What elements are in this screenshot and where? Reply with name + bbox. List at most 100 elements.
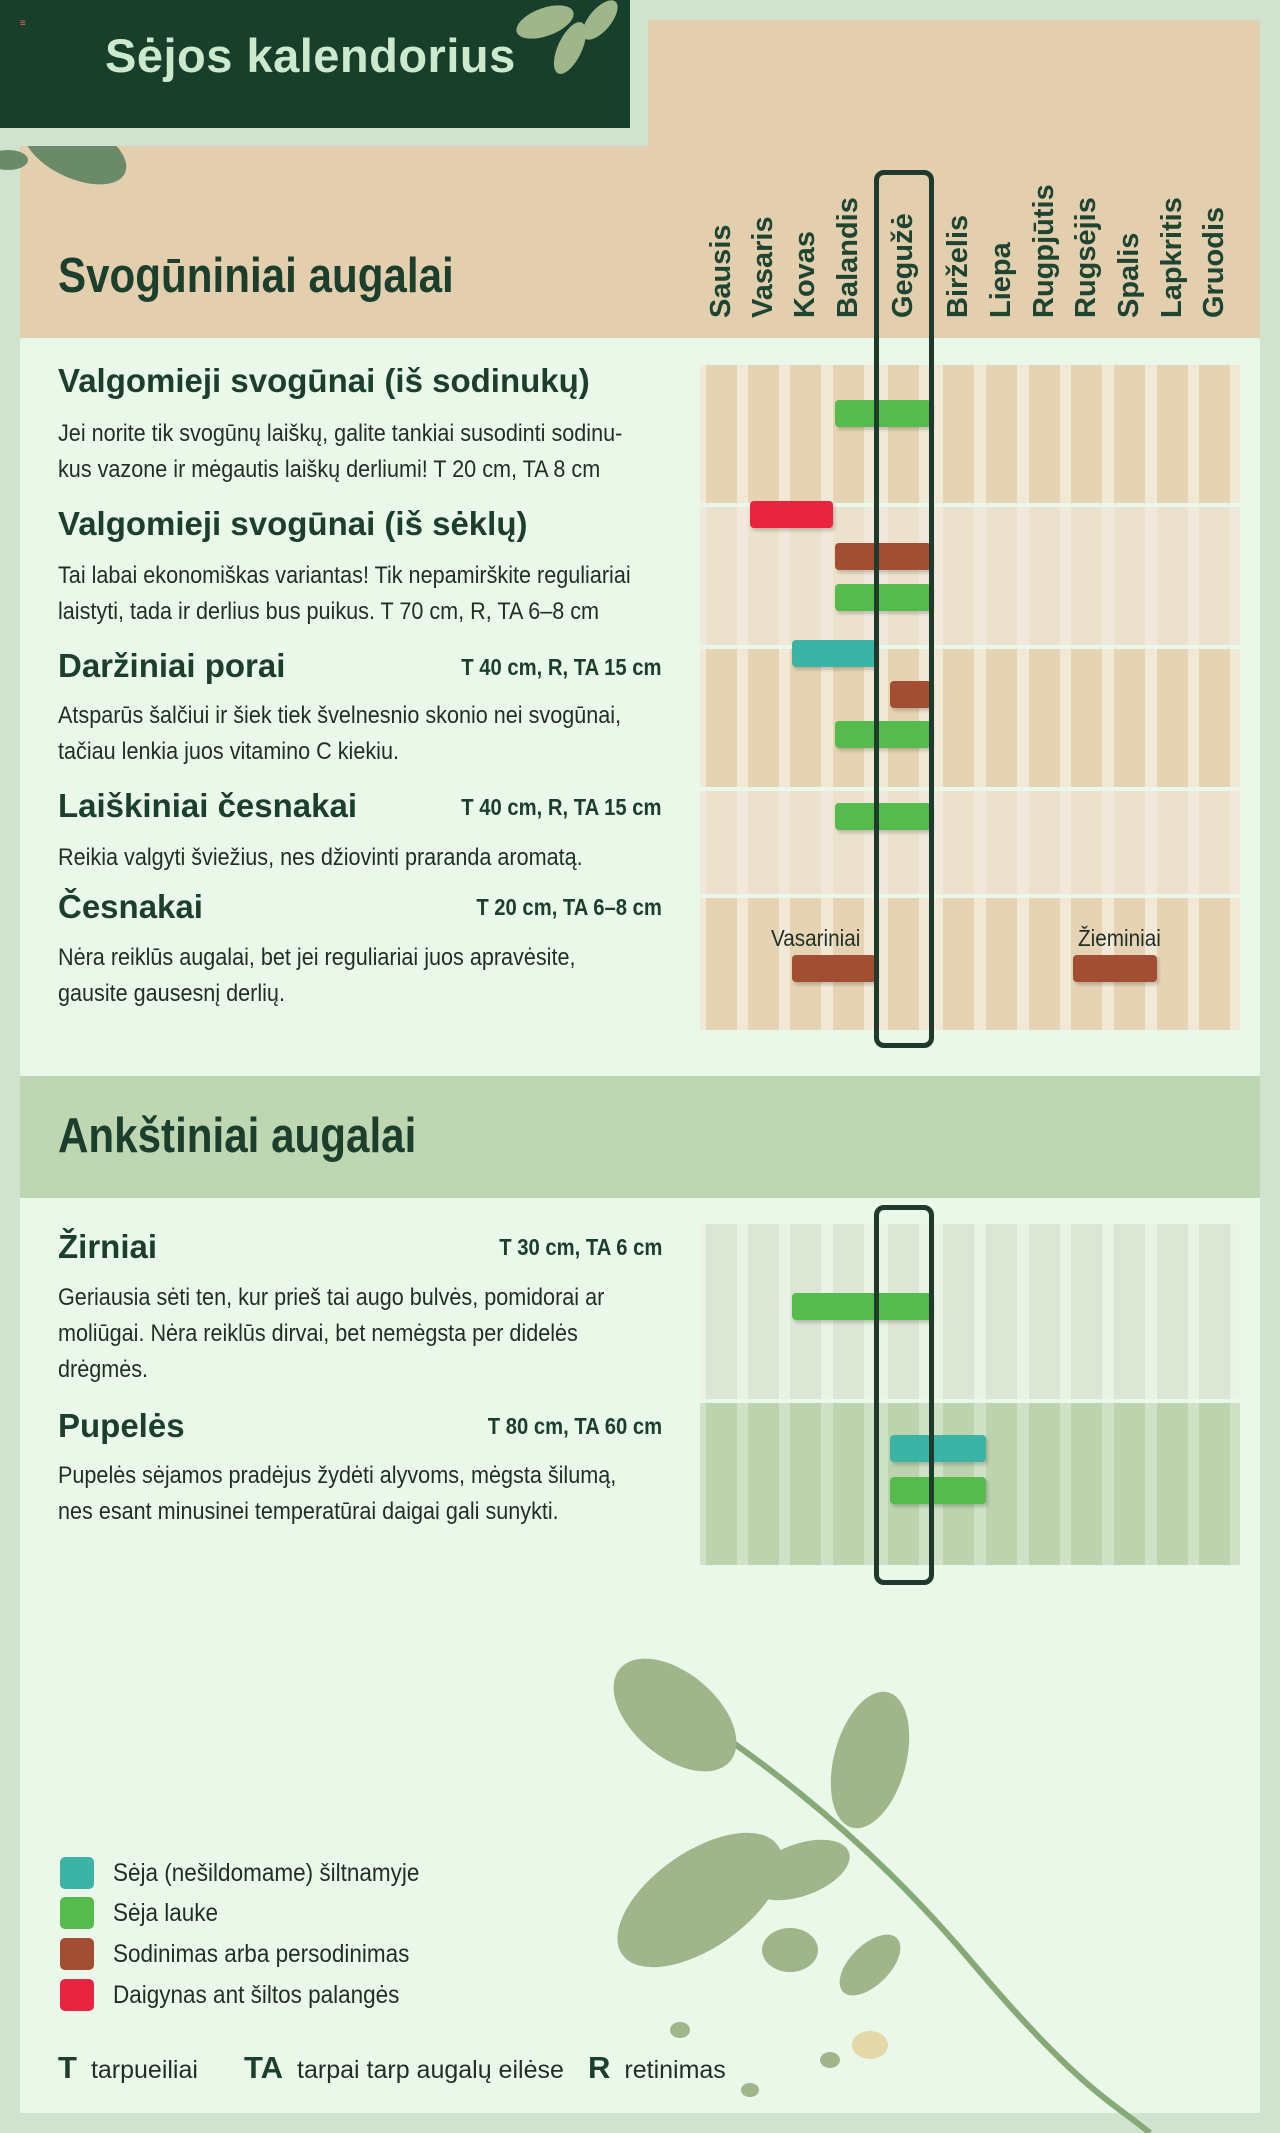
schedule-bar-transplant (890, 681, 931, 708)
grid-label-winter: Žieminiai (1078, 925, 1161, 951)
schedule-bar-outdoor (835, 400, 931, 427)
grid-cell (1071, 507, 1102, 645)
grid-cell (943, 898, 974, 1030)
schedule-bar-outdoor (835, 584, 931, 611)
highlighted-month-frame (874, 1205, 934, 1585)
grid-cell (986, 649, 1017, 787)
section-title-bulbs: Svogūniniai augalai (58, 249, 454, 303)
grid-cell (748, 791, 779, 894)
leaf-decoration-title (516, 0, 618, 74)
grid-cell (943, 791, 974, 894)
month-label-2: Vasaris (747, 216, 779, 318)
grid-cell (1157, 1403, 1188, 1565)
month-label-11: Lapkritis (1156, 197, 1188, 318)
schedule-bar-outdoor (835, 721, 931, 748)
month-label-12: Gruodis (1198, 206, 1230, 318)
grid-cell (1029, 365, 1060, 503)
crop-description: Pupelės sėjamos pradėjus žydėti alyvoms,… (58, 1462, 617, 1525)
grid-cell (748, 898, 779, 1030)
grid-cell (888, 898, 919, 1030)
grid-cell (790, 365, 821, 503)
grid-cell (1029, 1224, 1060, 1399)
schedule-bar-outdoor (890, 1477, 986, 1504)
crop-name: Daržiniai porai (58, 647, 286, 684)
grid-cell (1199, 1403, 1230, 1565)
month-label-9: Rugsėjis (1070, 197, 1102, 318)
grid-cell (943, 1224, 974, 1399)
grid-cell (1114, 1403, 1145, 1565)
grid-cell (706, 1224, 737, 1399)
grid-cell (1157, 649, 1188, 787)
abbreviation-label: tarpai tarp augalų eilėse (297, 2056, 564, 2084)
grid-cell (888, 649, 919, 787)
grid-cell (1199, 365, 1230, 503)
crop-description: Tai labai ekonomiškas variantas! Tik nep… (58, 562, 631, 625)
grid-cell (833, 649, 864, 787)
crop-spacing: T 20 cm, TA 6–8 cm (476, 894, 662, 920)
section-header-legumes (20, 1076, 1260, 1198)
legend-label: Sodinimas arba persodinimas (113, 1940, 410, 1968)
crop-spacing: T 40 cm, R, TA 15 cm (461, 794, 662, 820)
grid-cell (790, 649, 821, 787)
crop-spacing: T 30 cm, TA 6 cm (498, 1234, 662, 1260)
grid-cell (1157, 365, 1188, 503)
grid-cell (706, 365, 737, 503)
grid-cell (1157, 507, 1188, 645)
grid-cell (943, 507, 974, 645)
schedule-bar-windowsill (750, 501, 833, 528)
grid-cell (833, 365, 864, 503)
month-label-1: Sausis (705, 224, 737, 319)
grid-cell (1199, 1224, 1230, 1399)
abbreviation-label: retinimas (624, 2056, 726, 2084)
legend-label: Daigynas ant šiltos palangės (113, 1981, 400, 2009)
abbreviation-key: T (58, 2050, 77, 2085)
grid-cell (1114, 649, 1145, 787)
crop-description: Jei norite tik svogūnų laiškų, galite ta… (58, 420, 623, 483)
legend-swatch (60, 1979, 94, 2011)
legend-label: Sėja lauke (113, 1899, 219, 1927)
schedule-bar-transplant (835, 543, 931, 570)
grid-cell (790, 507, 821, 645)
grid-cell (1199, 791, 1230, 894)
crop-name: Žirniai (58, 1228, 158, 1265)
month-label-10: Spalis (1113, 232, 1145, 318)
crop-description: Atsparūs šalčiui ir šiek tiek švelnesnio… (58, 702, 622, 765)
grid-cell (1071, 649, 1102, 787)
grid-cell (1071, 1403, 1102, 1565)
page-title: Sėjos kalendorius (105, 29, 516, 82)
grid-cell (833, 507, 864, 645)
grid-cell (1114, 507, 1145, 645)
schedule-bar-transplant (792, 955, 876, 982)
grid-cell (1199, 898, 1230, 1030)
crop-name: Pupelės (58, 1407, 185, 1444)
crop-name: Laiškiniai česnakai (58, 787, 358, 824)
title-banner: ≡ Sėjos kalendorius (0, 0, 648, 146)
grid-cell (986, 898, 1017, 1030)
grid-cell (1114, 365, 1145, 503)
schedule-bar-outdoor (835, 803, 931, 830)
month-label-8: Rugpjūtis (1028, 184, 1060, 318)
grid-cell (748, 1224, 779, 1399)
grid-cell (748, 1403, 779, 1565)
grid-cell (706, 1403, 737, 1565)
legend-swatch (60, 1897, 94, 1929)
grid-cell (706, 898, 737, 1030)
grid-cell (986, 365, 1017, 503)
grid-cell (748, 365, 779, 503)
grid-cell (986, 1224, 1017, 1399)
section-title-legumes: Ankštiniai augalai (58, 1109, 417, 1163)
crop-description: Reikia valgyti šviežius, nes džiovinti p… (58, 844, 583, 871)
grid-label-spring: Vasariniai (771, 925, 861, 951)
schedule-bar-outdoor (792, 1293, 931, 1320)
crop-spacing: T 80 cm, TA 60 cm (487, 1413, 662, 1439)
month-label-6: Birželis (942, 214, 974, 318)
grid-cell (1157, 791, 1188, 894)
grid-cell (1029, 1403, 1060, 1565)
grid-cell (790, 791, 821, 894)
grid-cell (706, 649, 737, 787)
schedule-bar-greenhouse (792, 640, 876, 667)
grid-cell (1029, 507, 1060, 645)
highlighted-month-frame (874, 170, 934, 1048)
